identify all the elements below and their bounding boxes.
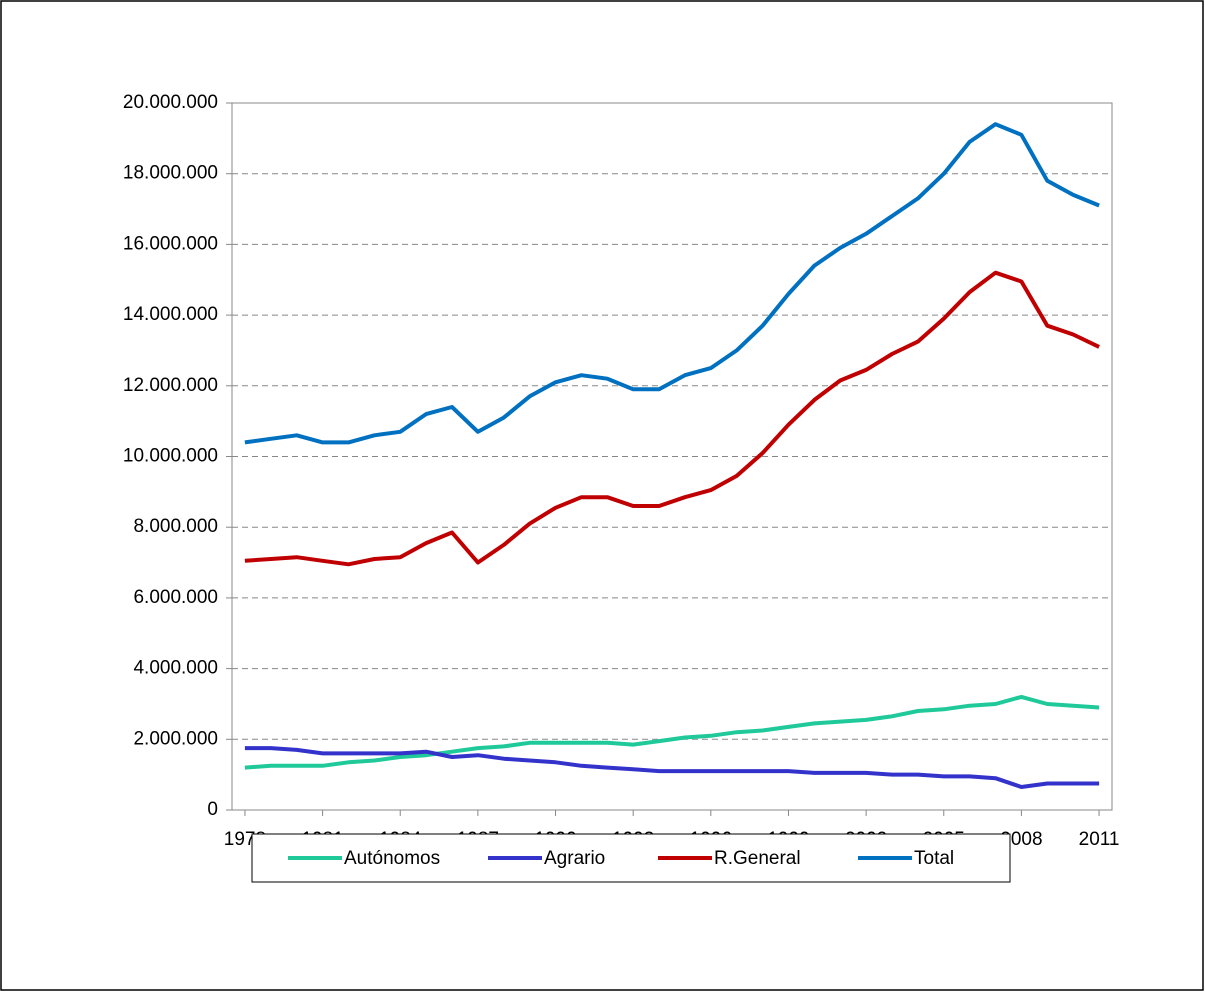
legend-label: Agrario	[544, 848, 605, 869]
x-tick-label: 2011	[1079, 829, 1120, 850]
y-tick-label: 18.000.000	[123, 163, 218, 184]
series-line	[244, 122, 1100, 445]
y-tick-label: 0	[207, 799, 218, 820]
y-tick-label: 10.000.000	[123, 446, 218, 467]
legend-label: R.General	[714, 848, 801, 869]
y-tick-label: 2.000.000	[133, 728, 218, 749]
legend-label: Autónomos	[344, 848, 440, 869]
plot-area	[231, 102, 1113, 811]
y-tick-label: 4.000.000	[133, 658, 218, 679]
series-line	[244, 746, 1100, 789]
y-tick-label: 8.000.000	[133, 516, 218, 537]
series-line	[244, 694, 1100, 770]
y-tick-label: 12.000.000	[123, 375, 218, 396]
y-tick-label: 6.000.000	[133, 587, 218, 608]
y-tick-label: 14.000.000	[123, 304, 218, 325]
series-line	[244, 270, 1100, 567]
y-tick-label: 20.000.000	[123, 92, 218, 113]
y-tick-label: 16.000.000	[123, 233, 218, 254]
x-tick-label: 2008	[1000, 829, 1042, 850]
legend-label: Total	[914, 848, 954, 869]
